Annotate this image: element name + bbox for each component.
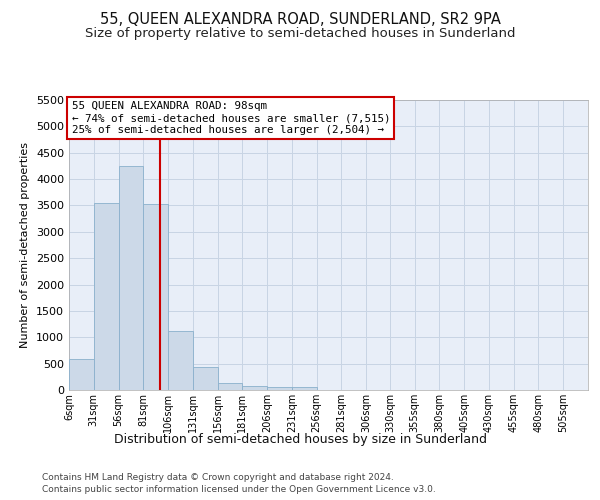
- Bar: [242, 386, 267, 390]
- Bar: [69, 360, 94, 390]
- Bar: [94, 203, 119, 390]
- Bar: [168, 331, 193, 390]
- Text: 55 QUEEN ALEXANDRA ROAD: 98sqm
← 74% of semi-detached houses are smaller (7,515): 55 QUEEN ALEXANDRA ROAD: 98sqm ← 74% of …: [71, 102, 390, 134]
- Bar: [292, 388, 317, 390]
- Text: Distribution of semi-detached houses by size in Sunderland: Distribution of semi-detached houses by …: [113, 432, 487, 446]
- Text: Contains public sector information licensed under the Open Government Licence v3: Contains public sector information licen…: [42, 485, 436, 494]
- Bar: [119, 166, 143, 390]
- Bar: [218, 383, 242, 390]
- Bar: [143, 204, 168, 390]
- Text: Contains HM Land Registry data © Crown copyright and database right 2024.: Contains HM Land Registry data © Crown c…: [42, 472, 394, 482]
- Y-axis label: Number of semi-detached properties: Number of semi-detached properties: [20, 142, 31, 348]
- Bar: [193, 368, 218, 390]
- Text: Size of property relative to semi-detached houses in Sunderland: Size of property relative to semi-detach…: [85, 28, 515, 40]
- Bar: [267, 387, 292, 390]
- Text: 55, QUEEN ALEXANDRA ROAD, SUNDERLAND, SR2 9PA: 55, QUEEN ALEXANDRA ROAD, SUNDERLAND, SR…: [100, 12, 500, 28]
